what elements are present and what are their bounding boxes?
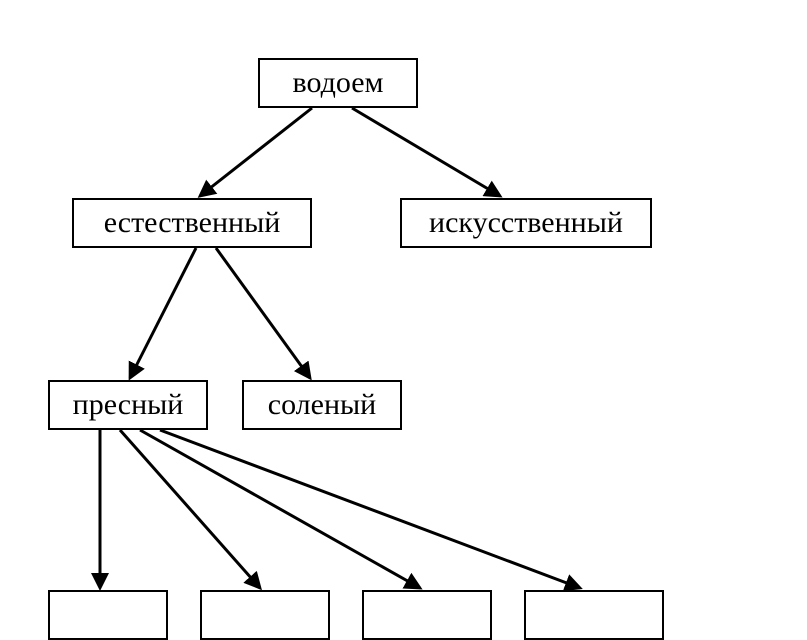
tree-edge <box>200 108 312 196</box>
tree-node-root: водоем <box>258 58 418 108</box>
tree-edge <box>160 430 580 588</box>
tree-edge <box>120 430 260 588</box>
tree-node-leaf3 <box>362 590 492 640</box>
tree-edge <box>140 430 420 588</box>
tree-node-label: естественный <box>104 206 281 240</box>
tree-edge <box>130 248 196 378</box>
tree-node-label: искусственный <box>429 206 623 240</box>
tree-edge <box>216 248 310 378</box>
tree-node-natural: естественный <box>72 198 312 248</box>
tree-node-label: водоем <box>292 66 383 100</box>
tree-node-artific: искусственный <box>400 198 652 248</box>
tree-node-salty: соленый <box>242 380 402 430</box>
tree-node-fresh: пресный <box>48 380 208 430</box>
tree-node-label: соленый <box>268 388 376 422</box>
tree-node-label: пресный <box>73 388 184 422</box>
tree-node-leaf4 <box>524 590 664 640</box>
tree-node-leaf2 <box>200 590 330 640</box>
tree-node-leaf1 <box>48 590 168 640</box>
tree-edge <box>352 108 500 196</box>
